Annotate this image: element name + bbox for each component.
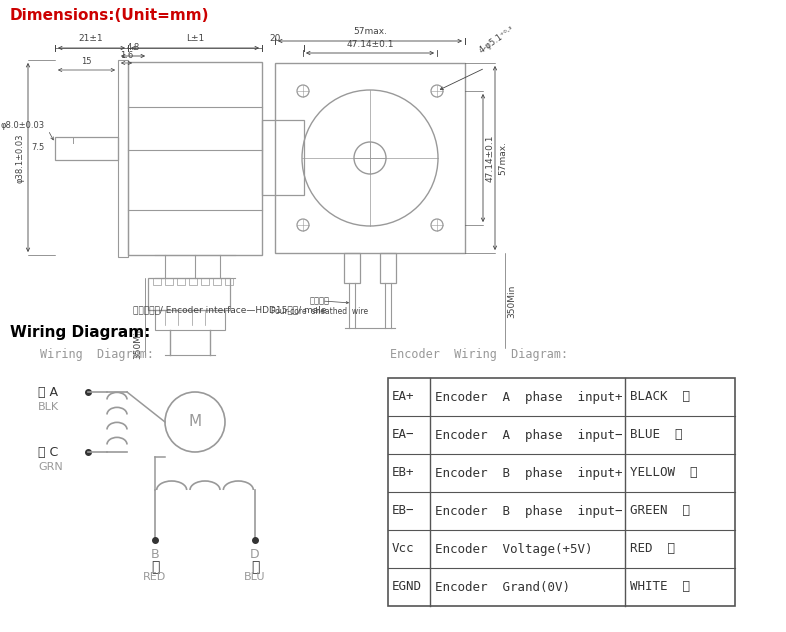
Text: 1.6: 1.6: [120, 51, 134, 60]
Bar: [275, 63, 465, 253]
Bar: [153, 278, 161, 285]
Text: Dimensions:(Unit=mm): Dimensions:(Unit=mm): [10, 8, 210, 23]
Text: M: M: [189, 415, 201, 430]
Text: Encoder  B  phase  input+: Encoder B phase input+: [435, 466, 623, 480]
Text: Encoder  Grand(0V): Encoder Grand(0V): [435, 581, 570, 593]
Text: B: B: [151, 548, 160, 561]
Bar: [262, 120, 304, 195]
Bar: [388, 378, 735, 606]
Text: EB−: EB−: [392, 504, 414, 518]
Bar: [177, 278, 185, 285]
Text: 4.8: 4.8: [127, 43, 140, 52]
Text: GREEN  维: GREEN 维: [630, 504, 690, 518]
Text: Encoder  Voltage(+5V): Encoder Voltage(+5V): [435, 542, 593, 556]
Text: Four-core  sheathed  wire: Four-core sheathed wire: [271, 307, 369, 315]
Text: Encoder  Wiring  Diagram:: Encoder Wiring Diagram:: [390, 348, 568, 361]
Text: 21±1: 21±1: [79, 34, 103, 43]
Text: BLACK  黑: BLACK 黑: [630, 391, 690, 403]
Text: 4-φ5.1⁺⁰⋅³: 4-φ5.1⁺⁰⋅³: [477, 24, 516, 55]
Bar: [380, 253, 396, 283]
Bar: [128, 62, 262, 255]
Text: 黑 A: 黑 A: [38, 386, 58, 399]
Text: EGND: EGND: [392, 581, 422, 593]
Text: Encoder  A  phase  input−: Encoder A phase input−: [435, 428, 623, 442]
Text: GRN: GRN: [38, 462, 63, 472]
Text: φ8.0±0.03: φ8.0±0.03: [1, 121, 45, 130]
Text: 编码器接口/ Encoder interface—HDD15公头/ male: 编码器接口/ Encoder interface—HDD15公头/ male: [134, 305, 327, 315]
Bar: [201, 278, 209, 285]
Bar: [213, 278, 221, 285]
Text: EA−: EA−: [392, 428, 414, 442]
Text: EB+: EB+: [392, 466, 414, 480]
Text: 7.5: 7.5: [31, 142, 45, 152]
Text: Wiring  Diagram:: Wiring Diagram:: [40, 348, 154, 361]
Bar: [165, 278, 173, 285]
Bar: [118, 60, 128, 257]
Text: 兰: 兰: [251, 560, 259, 574]
Text: 350Min: 350Min: [133, 325, 142, 359]
Text: BLUE  蓝: BLUE 蓝: [630, 428, 682, 442]
Text: 350Min: 350Min: [507, 284, 516, 318]
Text: L±1: L±1: [185, 34, 204, 43]
Text: 绿 C: 绿 C: [38, 446, 58, 458]
Text: 47.14±0.1: 47.14±0.1: [347, 40, 394, 49]
Text: 57max.: 57max.: [498, 141, 507, 175]
Bar: [155, 310, 225, 330]
Text: φ38.1±0.03: φ38.1±0.03: [16, 133, 25, 183]
Text: BLU: BLU: [244, 572, 266, 582]
Text: 15: 15: [81, 57, 91, 66]
Text: Vcc: Vcc: [392, 542, 414, 556]
Bar: [148, 278, 230, 310]
Text: Wiring Diagram:: Wiring Diagram:: [10, 325, 150, 340]
Bar: [55, 137, 118, 160]
Text: EA+: EA+: [392, 391, 414, 403]
Text: Encoder  B  phase  input−: Encoder B phase input−: [435, 504, 623, 518]
Bar: [344, 253, 360, 283]
Text: 红: 红: [151, 560, 160, 574]
Text: Encoder  A  phase  input+: Encoder A phase input+: [435, 391, 623, 403]
Text: WHITE  白: WHITE 白: [630, 581, 690, 593]
Text: 47.14±0.1: 47.14±0.1: [486, 134, 495, 182]
Text: RED  红: RED 红: [630, 542, 675, 556]
Text: 20: 20: [270, 34, 281, 43]
Bar: [189, 278, 197, 285]
Text: D: D: [250, 548, 260, 561]
Text: 57max.: 57max.: [353, 27, 387, 36]
Text: 固定护线: 固定护线: [310, 296, 330, 305]
Bar: [225, 278, 233, 285]
Text: YELLOW  黄: YELLOW 黄: [630, 466, 697, 480]
Text: RED: RED: [143, 572, 167, 582]
Text: BLK: BLK: [38, 402, 59, 412]
